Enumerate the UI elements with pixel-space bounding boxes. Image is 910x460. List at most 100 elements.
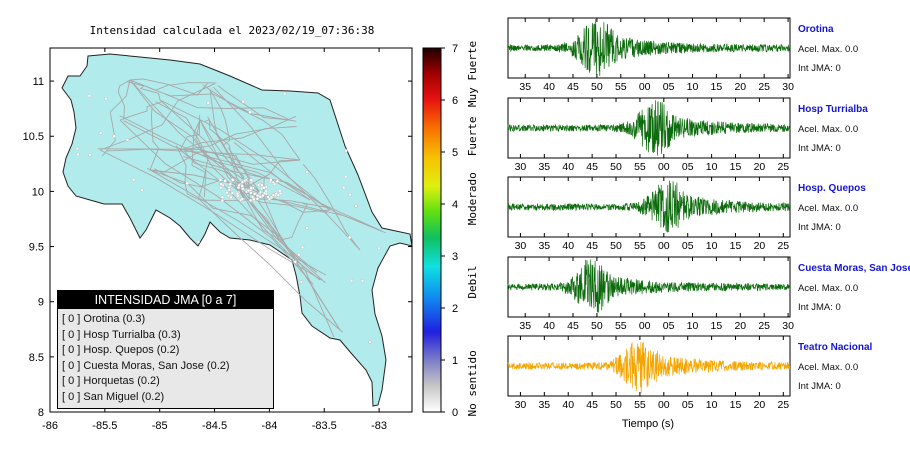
time-tick-label: 55 xyxy=(634,399,646,411)
road xyxy=(127,81,161,101)
town-dot xyxy=(219,182,223,186)
town-dot xyxy=(112,134,116,138)
road xyxy=(191,119,207,198)
town-dot xyxy=(274,191,278,196)
town-dot xyxy=(269,178,273,182)
station-max-accel: Acel. Max. 0.0 xyxy=(798,362,859,373)
town-dot xyxy=(258,195,263,199)
legend-entry: [ 0 ] Hosp. Quepos (0.2) xyxy=(58,343,273,359)
town-dot xyxy=(256,183,261,187)
time-tick-label: 00 xyxy=(639,81,651,93)
road xyxy=(207,116,341,331)
time-tick-label: 50 xyxy=(591,320,603,332)
legend-entry-name: Hosp. Quepos (0.2) xyxy=(83,344,180,356)
town-dot xyxy=(249,178,254,182)
town-dot xyxy=(360,279,365,283)
town-dot xyxy=(349,278,354,283)
town-dot xyxy=(354,204,358,208)
time-tick-label: 35 xyxy=(519,320,531,332)
town-dot xyxy=(260,183,264,187)
time-tick-label: 50 xyxy=(610,399,622,411)
town-dot xyxy=(241,187,245,191)
time-tick-label: 40 xyxy=(543,81,555,93)
waveform-panel: 35 40 45 50 55 00 05 10 15 20 25 30 xyxy=(507,256,794,332)
time-tick-label: 50 xyxy=(591,81,603,93)
legend-entry-name: Hosp Turrialba (0.3) xyxy=(83,328,181,341)
town-dot xyxy=(240,197,245,201)
colorbar-scale xyxy=(422,47,442,413)
town-dot xyxy=(104,96,108,101)
town-dot xyxy=(223,179,227,183)
x-tick-label: -83 xyxy=(371,420,387,432)
time-tick-label: 55 xyxy=(615,320,627,332)
intensity-colorbar: 0 1 2 3 4 5 6 7 No sentido Debil Moderado Fuerte Mu… xyxy=(422,41,479,419)
town-dot xyxy=(220,198,225,203)
town-dot xyxy=(218,178,223,182)
legend-entry: [ 0 ] Horquetas (0.2) xyxy=(58,374,273,390)
road xyxy=(229,149,265,194)
waveform-trace xyxy=(507,100,791,156)
time-tick-label: 20 xyxy=(754,161,766,173)
time-tick-label: 25 xyxy=(758,320,770,332)
x-tick-label: -85.5 xyxy=(92,420,117,432)
time-tick-label: 05 xyxy=(663,81,675,93)
road xyxy=(217,85,291,121)
y-tick-label: 10 xyxy=(32,186,44,198)
colorbar-tick-label: 6 xyxy=(452,95,458,107)
time-tick-label: 45 xyxy=(567,320,579,332)
town-dot xyxy=(196,240,201,244)
town-dot xyxy=(282,91,287,96)
colorbar-category-label: No sentido xyxy=(466,350,479,416)
time-tick-label: 40 xyxy=(562,240,574,252)
road xyxy=(119,119,314,285)
town-dot xyxy=(266,195,270,199)
waveform-trace xyxy=(507,259,791,313)
colorbar-tick-label: 4 xyxy=(452,199,458,211)
waveform-panel: 35 40 45 50 55 00 05 10 15 20 25 30 xyxy=(507,17,794,93)
road xyxy=(195,119,209,199)
x-tick-label: -85 xyxy=(152,420,168,432)
town-dot xyxy=(252,192,257,196)
time-tick-label: 55 xyxy=(634,240,646,252)
time-tick-label: 20 xyxy=(754,240,766,252)
x-tick-label: -83.5 xyxy=(312,420,337,432)
town-dot xyxy=(240,184,244,188)
town-dot xyxy=(248,110,252,114)
town-dot xyxy=(305,226,309,230)
x-tick-label: -84 xyxy=(261,420,277,432)
town-dot xyxy=(255,193,260,198)
town-dot xyxy=(293,260,297,264)
time-tick-label: 30 xyxy=(782,81,794,93)
station-name: Hosp Turrialba xyxy=(798,104,868,115)
town-dot xyxy=(272,182,277,187)
town-dot xyxy=(235,191,240,196)
waveform-panel: 30 35 40 45 50 55 00 05 10 15 20 25 xyxy=(507,176,791,252)
map-frame xyxy=(49,47,413,413)
waveform-panel: 30 35 40 45 50 55 00 05 10 15 20 25 xyxy=(507,335,791,411)
town-dot xyxy=(348,192,352,197)
legend-header: INTENSIDAD JMA [0 a 7] xyxy=(58,291,273,309)
town-dot xyxy=(206,101,210,105)
time-tick-label: 55 xyxy=(615,81,627,93)
time-axis-label: Tiempo (s) xyxy=(622,418,674,430)
station-name: Cuesta Moras, San Jose xyxy=(798,263,910,274)
station-max-accel: Acel. Max. 0.0 xyxy=(798,203,859,214)
time-tick-label: 10 xyxy=(706,240,718,252)
legend-entry-tag: [ 0 ] xyxy=(62,313,81,325)
road xyxy=(159,99,318,273)
intensity-legend: INTENSIDAD JMA [0 a 7] [ 0 ] Orotina (0.… xyxy=(57,290,274,409)
time-tick-label: 50 xyxy=(610,240,622,252)
time-tick-label: 00 xyxy=(658,399,670,411)
legend-entry-tag: [ 0 ] xyxy=(62,359,81,372)
time-tick-label: 00 xyxy=(658,161,670,173)
time-tick-label: 50 xyxy=(610,161,622,173)
town-dot xyxy=(236,185,241,190)
road xyxy=(149,169,284,240)
x-tick-label: -86 xyxy=(42,420,58,432)
time-tick-label: 00 xyxy=(639,320,651,332)
legend-entry-tag: [ 0 ] xyxy=(62,375,81,387)
town-dot xyxy=(368,340,372,344)
time-tick-label: 20 xyxy=(734,81,746,93)
y-tick-label: 8 xyxy=(38,407,44,419)
